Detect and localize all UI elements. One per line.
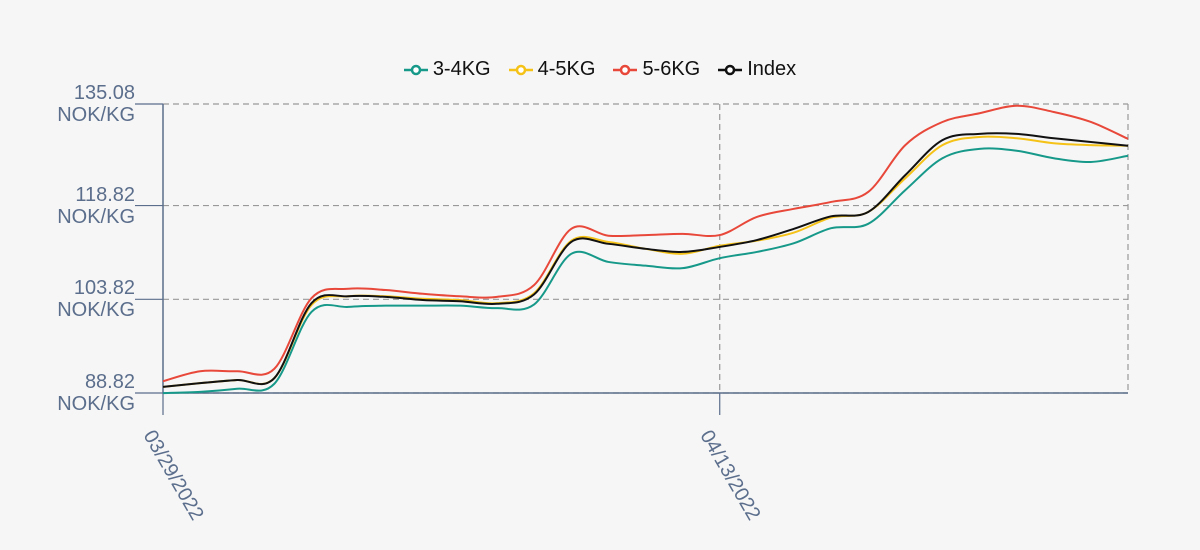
legend-label: Index	[747, 58, 797, 80]
series-line	[162, 104, 1129, 383]
legend-dot	[725, 64, 736, 75]
legend-marker	[508, 64, 533, 75]
legend: 3-4KG 4-5KG 5-6KG Index	[0, 58, 1200, 81]
series-line	[162, 135, 1129, 388]
legend-item[interactable]: 5-6KG	[613, 58, 700, 81]
legend-marker	[403, 64, 428, 75]
y-tick-label: 88.82 NOK/KG	[57, 371, 135, 415]
legend-item[interactable]: 3-4KG	[403, 58, 491, 81]
legend-dot	[620, 64, 631, 75]
series-line	[162, 132, 1129, 388]
legend-dot	[515, 64, 526, 75]
legend-marker	[613, 64, 638, 75]
series-line	[162, 147, 1129, 395]
legend-marker	[718, 64, 743, 75]
legend-label: 3-4KG	[432, 58, 491, 80]
legend-item[interactable]: 4-5KG	[508, 58, 596, 81]
y-tick-label: 103.82 NOK/KG	[57, 277, 135, 322]
legend-label: 4-5KG	[537, 58, 596, 80]
x-tick-label: 04/13/2022	[695, 427, 764, 525]
legend-item[interactable]: Index	[718, 58, 796, 81]
y-tick-label: 135.08 NOK/KG	[57, 82, 135, 126]
legend-dot	[410, 64, 422, 75]
x-tick-label: 03/29/2022	[139, 427, 208, 525]
y-tick-label: 118.82 NOK/KG	[57, 183, 135, 228]
legend-label: 5-6KG	[642, 58, 701, 80]
